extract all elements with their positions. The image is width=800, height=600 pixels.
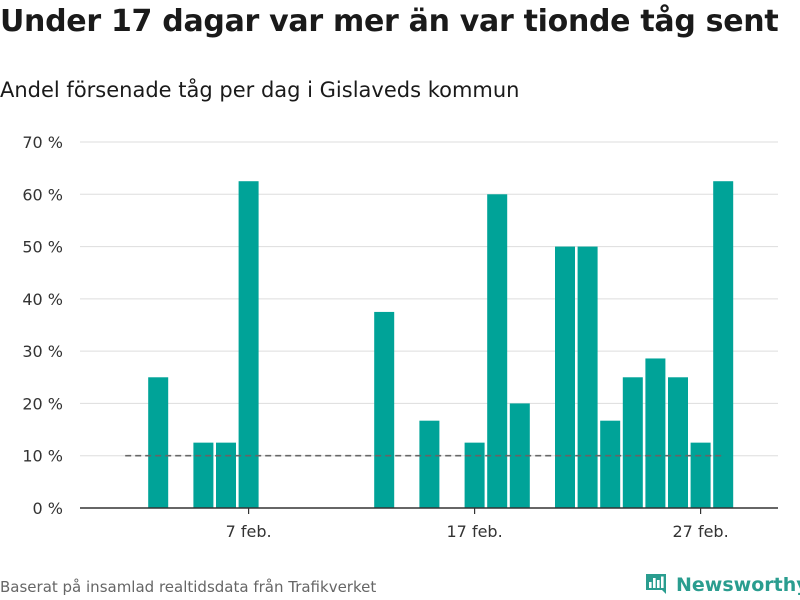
chart-subtitle: Andel försenade tåg per dag i Gislaveds … — [0, 78, 520, 102]
bar-chart-logo-icon — [646, 574, 666, 594]
y-tick-label: 0 % — [33, 499, 63, 518]
x-tick-label: 17 feb. — [447, 522, 503, 541]
x-tick-label: 27 feb. — [673, 522, 729, 541]
bar — [668, 377, 688, 508]
bar — [419, 420, 440, 508]
bar — [622, 377, 643, 508]
axes: 0 % 10 % 20 % 30 % 40 % 50 % 60 % 70 % 7 feb. 17 … — [22, 133, 778, 541]
y-tick-label: 40 % — [22, 290, 63, 309]
brand-logo: Newsworthy — [644, 570, 800, 600]
bar — [600, 420, 621, 508]
bar — [713, 181, 734, 508]
bar — [645, 358, 666, 508]
bar — [464, 442, 485, 508]
y-tick-label: 50 % — [22, 238, 63, 257]
bar — [555, 246, 575, 509]
y-tick-label: 30 % — [22, 342, 63, 361]
bar — [374, 311, 395, 508]
bar — [193, 442, 214, 508]
bar — [216, 442, 236, 508]
x-tick-label: 7 feb. — [226, 522, 272, 541]
bar — [690, 442, 711, 508]
source-note: Baserat på insamlad realtidsdata från Tr… — [0, 578, 377, 596]
y-tick-label: 20 % — [22, 394, 63, 413]
bar — [577, 246, 598, 509]
bar — [238, 181, 259, 508]
bar — [148, 377, 169, 508]
chart-title: Under 17 dagar var mer än var tionde tåg… — [0, 4, 779, 39]
y-tick-label: 10 % — [22, 447, 63, 466]
y-tick-label: 70 % — [22, 133, 63, 152]
brand-name: Newsworthy — [676, 574, 800, 596]
y-tick-label: 60 % — [22, 185, 63, 204]
bar — [487, 194, 508, 509]
bars — [148, 181, 734, 509]
